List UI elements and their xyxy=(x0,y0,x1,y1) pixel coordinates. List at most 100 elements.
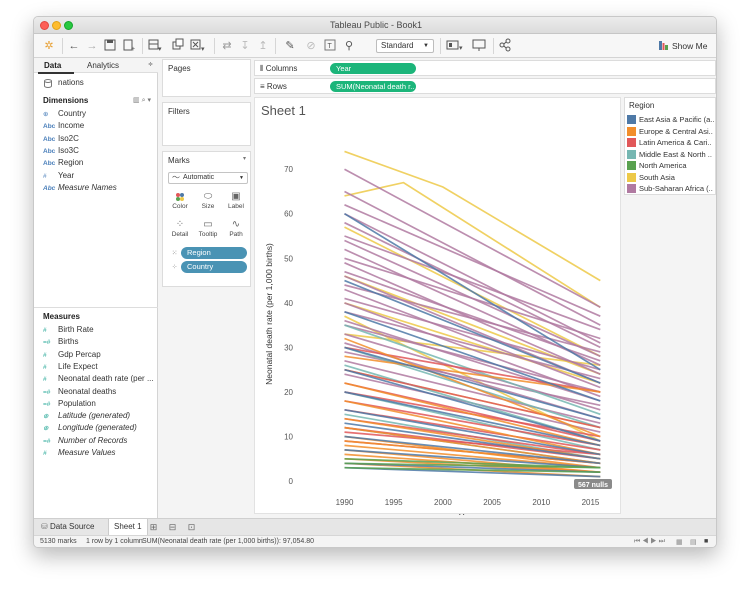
pane-divider[interactable] xyxy=(34,307,158,308)
series-line[interactable] xyxy=(344,422,601,460)
columns-shelf[interactable]: ⦀ Columns Year xyxy=(254,60,716,76)
series-line[interactable] xyxy=(344,319,601,402)
mark-type-dropdown[interactable]: 〜 Automatic ▼ xyxy=(168,172,248,184)
rows-shelf[interactable]: ≡ Rows SUM(Neonatal death r.. xyxy=(254,78,716,94)
undo-icon[interactable]: ← xyxy=(68,40,80,52)
series-line[interactable] xyxy=(344,150,601,282)
data-source-tab[interactable]: ⛁ Data Source xyxy=(36,519,99,535)
presentation-mode-icon[interactable] xyxy=(472,38,488,54)
measure-birth-rate[interactable]: # Birth Rate xyxy=(43,324,155,336)
clear-sheet-icon[interactable]: ▾ xyxy=(190,38,208,54)
sheet-sorter-icon[interactable]: ▦ xyxy=(676,539,683,546)
fit-dropdown[interactable]: Standard ▼ xyxy=(376,39,434,53)
close-window-button[interactable] xyxy=(40,21,49,30)
line-chart[interactable]: 0 10 20 30 40 50 60 70 1990 1995 2000 2005 2010 2015 Y… xyxy=(255,98,622,515)
save-icon[interactable] xyxy=(104,38,118,54)
series-line[interactable] xyxy=(344,212,601,344)
neonatal-rows-pill[interactable]: SUM(Neonatal death r.. xyxy=(330,81,416,92)
series-line[interactable] xyxy=(344,449,601,469)
series-line[interactable] xyxy=(344,297,601,371)
series-line[interactable] xyxy=(344,426,601,465)
redo-icon[interactable]: → xyxy=(86,40,98,52)
size-button[interactable]: ⬭ Size xyxy=(196,189,220,213)
series-line[interactable] xyxy=(344,310,601,380)
series-line[interactable] xyxy=(344,302,601,384)
color-button[interactable]: Color xyxy=(168,189,192,213)
series-line[interactable] xyxy=(344,466,601,474)
dimension-region[interactable]: Abc Region xyxy=(43,157,155,169)
new-dashboard-tab-icon[interactable]: ⊟ xyxy=(168,522,177,532)
pages-card[interactable]: Pages xyxy=(162,59,251,97)
nulls-indicator[interactable] xyxy=(574,479,612,489)
dimension-year[interactable]: # Year xyxy=(43,170,155,182)
minimize-window-button[interactable] xyxy=(52,21,61,30)
legend-item[interactable]: South Asia xyxy=(627,172,715,183)
new-worksheet-icon[interactable]: ▾ xyxy=(148,38,166,54)
series-line[interactable] xyxy=(344,391,601,447)
measure-latitude-generated[interactable]: ⊕ Latitude (generated) xyxy=(43,410,155,422)
measure-number-of-records[interactable]: =# Number of Records xyxy=(43,435,155,447)
sheet-nav-controls[interactable]: ⏮ ◀ ▶ ⏭ xyxy=(634,538,665,545)
legend-item[interactable]: Latin America & Cari.. xyxy=(627,137,715,148)
series-line[interactable] xyxy=(344,382,601,447)
measure-measure-values[interactable]: # Measure Values xyxy=(43,447,155,459)
group-members-icon[interactable]: ⊘ xyxy=(306,40,316,52)
legend-item[interactable]: Sub-Saharan Africa (.. xyxy=(627,183,715,194)
series-line[interactable] xyxy=(344,270,601,362)
sheet-title[interactable]: Sheet 1 xyxy=(261,103,306,118)
tabs-view-icon[interactable]: ■ xyxy=(704,538,709,545)
show-mark-labels-icon[interactable]: T xyxy=(324,38,338,54)
dimension-measure-names[interactable]: Abc Measure Names xyxy=(43,182,155,194)
measure-neonatal-death-rate-per[interactable]: # Neonatal death rate (per ... xyxy=(43,373,155,385)
series-line[interactable] xyxy=(344,324,601,393)
series-line[interactable] xyxy=(344,346,601,420)
tableau-logo-icon[interactable]: ✲ xyxy=(44,40,54,52)
highlight-icon[interactable]: ✎ xyxy=(285,40,295,52)
sort-ascending-icon[interactable]: ↧ xyxy=(240,40,250,52)
view-toggle-icon[interactable]: ▥ xyxy=(133,97,140,104)
share-icon[interactable] xyxy=(499,38,513,54)
measure-longitude-generated[interactable]: ⊕ Longitude (generated) xyxy=(43,422,155,434)
measure-population[interactable]: =# Population xyxy=(43,398,155,410)
maximize-window-button[interactable] xyxy=(64,21,73,30)
series-line[interactable] xyxy=(344,337,601,438)
series-line[interactable] xyxy=(344,431,601,456)
series-line[interactable] xyxy=(344,400,601,447)
measure-neonatal-deaths[interactable]: =# Neonatal deaths xyxy=(43,386,155,398)
tab-data[interactable]: Data xyxy=(44,61,62,70)
chevron-down-icon[interactable]: ▾ xyxy=(242,156,246,162)
series-line[interactable] xyxy=(344,284,601,353)
minimize-pane-icon[interactable]: ≑ xyxy=(148,62,154,68)
detail-button[interactable]: ⁘ Detail xyxy=(168,217,192,241)
dimension-iso3c[interactable]: Abc Iso3C xyxy=(43,145,155,157)
series-line[interactable] xyxy=(344,168,601,309)
filters-card[interactable]: Filters xyxy=(162,102,251,146)
new-story-tab-icon[interactable]: ⊡ xyxy=(187,522,196,532)
legend-item[interactable]: Europe & Central Asi.. xyxy=(627,126,715,137)
series-line[interactable] xyxy=(344,279,601,384)
sheet1-tab[interactable]: Sheet 1 xyxy=(108,519,148,535)
dimension-country[interactable]: ⊕ Country xyxy=(43,108,155,120)
measure-births[interactable]: =# Births xyxy=(43,336,155,348)
show-me-button[interactable]: Show Me xyxy=(672,41,708,51)
series-line[interactable] xyxy=(344,462,601,469)
tab-analytics[interactable]: Analytics xyxy=(87,61,120,70)
measure-life-expect[interactable]: # Life Expect xyxy=(43,361,155,373)
path-button[interactable]: ∿ Path xyxy=(224,217,248,241)
nulls-indicator-label[interactable]: 567 nulls xyxy=(578,482,608,489)
show-cards-icon[interactable]: ▾ xyxy=(446,38,468,54)
sort-descending-icon[interactable]: ↥ xyxy=(258,40,268,52)
series-line[interactable] xyxy=(344,257,601,340)
legend-item[interactable]: Middle East & North .. xyxy=(627,149,715,160)
series-line[interactable] xyxy=(344,408,601,456)
legend-item[interactable]: North America xyxy=(627,160,715,171)
chevron-down-icon[interactable]: ▾ xyxy=(147,97,151,104)
series-line[interactable] xyxy=(344,235,601,331)
label-button[interactable]: ▣ Label xyxy=(224,189,248,213)
series-line[interactable] xyxy=(344,359,601,425)
series-line[interactable] xyxy=(344,288,601,389)
legend-item[interactable]: East Asia & Pacific (a.. xyxy=(627,114,715,125)
series-line[interactable] xyxy=(344,181,601,309)
series-line[interactable] xyxy=(344,435,601,465)
series-line[interactable] xyxy=(344,400,601,456)
